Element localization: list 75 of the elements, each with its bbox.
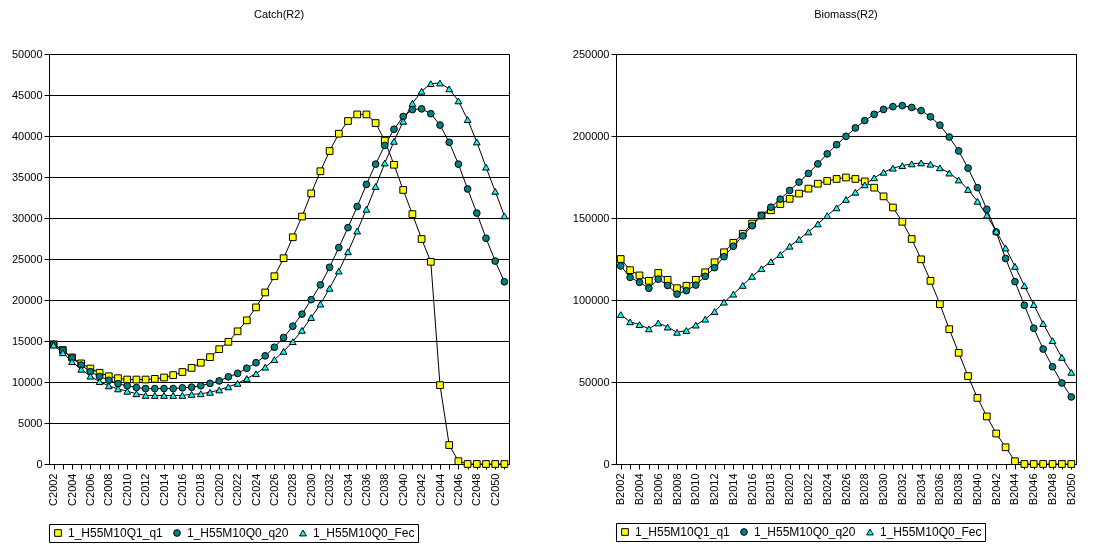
x-tick-label: C2012 — [139, 473, 152, 506]
x-tick-label: C2030 — [304, 473, 317, 506]
x-tick-label: B2026 — [839, 473, 852, 506]
legend-label: 1_H55M10Q0_Fec — [313, 526, 415, 540]
x-tick-label: C2038 — [378, 473, 391, 506]
x-tick-label: C2024 — [249, 473, 262, 506]
chart-title: Catch(R2) — [253, 8, 305, 20]
legend-label: 1_H55M10Q0_q20 — [754, 525, 856, 539]
y-tick-label: 200000 — [572, 129, 610, 142]
y-tick-label: 30000 — [11, 211, 43, 224]
x-tick-label: B2024 — [820, 473, 833, 506]
x-tick-label: C2046 — [451, 473, 464, 506]
x-tick-label: B2018 — [764, 473, 777, 506]
y-tick-label: 250000 — [572, 47, 610, 60]
x-tick-label: B2014 — [726, 473, 739, 506]
x-tick-label: C2026 — [267, 473, 280, 506]
x-tick-label: B2050 — [1064, 473, 1077, 506]
x-tick-label: B2022 — [801, 473, 814, 506]
x-tick-label: B2046 — [1027, 473, 1040, 506]
y-tick-label: 10000 — [11, 375, 43, 388]
y-tick-label: 35000 — [11, 170, 43, 183]
y-tick-label: 100000 — [572, 293, 610, 306]
x-tick-label: C2034 — [341, 473, 354, 506]
x-tick-label: C2028 — [286, 473, 299, 506]
y-tick-label: 0 — [603, 457, 610, 470]
y-tick-label: 150000 — [572, 211, 610, 224]
y-tick-label: 45000 — [11, 88, 43, 101]
x-tick-label: B2006 — [651, 473, 664, 506]
y-tick-label: 20000 — [11, 293, 43, 306]
legend-label: 1_H55M10Q1_q1 — [68, 526, 164, 540]
y-tick-label: 5000 — [18, 416, 43, 429]
legend-label: 1_H55M10Q1_q1 — [635, 525, 731, 539]
x-tick-label: B2030 — [877, 473, 890, 506]
x-tick-label: C2042 — [415, 473, 428, 506]
x-tick-label: C2020 — [212, 473, 225, 506]
legend-label: 1_H55M10Q0_q20 — [187, 526, 289, 540]
x-tick-label: B2040 — [970, 473, 983, 506]
y-tick-label: 25000 — [11, 252, 43, 265]
x-tick-label: B2010 — [689, 473, 702, 506]
x-tick-label: C2002 — [47, 473, 60, 506]
x-tick-label: C2036 — [359, 473, 372, 506]
y-tick-label: 15000 — [11, 334, 43, 347]
x-tick-label: C2040 — [396, 473, 409, 506]
x-tick-label: B2048 — [1046, 473, 1059, 506]
x-tick-label: B2020 — [783, 473, 796, 506]
y-tick-label: 0 — [36, 457, 43, 470]
y-tick-label: 50000 — [578, 375, 610, 388]
y-tick-label: 40000 — [11, 129, 43, 142]
x-tick-label: B2032 — [895, 473, 908, 506]
legend-label: 1_H55M10Q0_Fec — [880, 525, 982, 539]
x-tick-label: C2010 — [120, 473, 133, 506]
x-tick-label: C2014 — [157, 473, 170, 506]
x-tick-label: C2050 — [488, 473, 501, 506]
x-tick-label: B2044 — [1008, 473, 1021, 506]
x-tick-label: C2018 — [194, 473, 207, 506]
x-tick-label: B2008 — [670, 473, 683, 506]
x-tick-label: B2002 — [614, 473, 627, 506]
x-tick-label: B2016 — [745, 473, 758, 506]
x-tick-label: C2048 — [470, 473, 483, 506]
x-tick-label: C2008 — [102, 473, 115, 506]
x-tick-label: B2034 — [914, 473, 927, 506]
x-tick-label: B2042 — [989, 473, 1002, 506]
y-tick-label: 50000 — [11, 47, 43, 60]
x-tick-label: C2022 — [231, 473, 244, 506]
x-tick-label: C2016 — [175, 473, 188, 506]
x-tick-label: B2036 — [933, 473, 946, 506]
x-tick-label: B2028 — [858, 473, 871, 506]
x-tick-label: C2032 — [323, 473, 336, 506]
chart-title: Biomass(R2) — [814, 8, 878, 20]
x-tick-label: C2044 — [433, 473, 446, 506]
x-tick-label: B2012 — [708, 473, 721, 506]
x-tick-label: C2004 — [65, 473, 78, 506]
x-tick-label: B2004 — [632, 473, 645, 506]
x-tick-label: B2038 — [952, 473, 965, 506]
x-tick-label: C2006 — [83, 473, 96, 506]
